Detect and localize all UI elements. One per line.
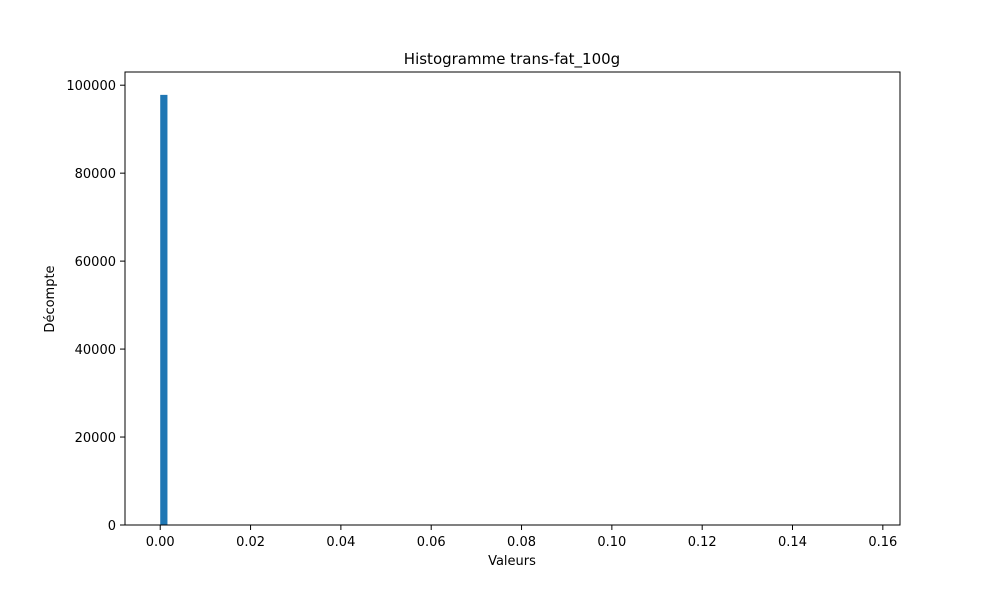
x-tick-label: 0.08 — [507, 535, 536, 550]
y-tick-label: 20000 — [75, 431, 116, 446]
y-tick-label: 60000 — [75, 255, 116, 270]
x-tick-label: 0.02 — [236, 535, 265, 550]
x-tick-label: 0.12 — [688, 535, 717, 550]
x-axis: 0.00 0.02 0.04 0.06 0.08 0.10 0.12 0.14 0.16 — [146, 525, 897, 550]
bars-group — [160, 94, 168, 525]
chart-title: Histogramme trans-fat_100g — [404, 50, 620, 69]
y-tick-label: 100000 — [66, 79, 116, 94]
y-tick-label: 80000 — [75, 167, 116, 182]
x-tick-label: 0.10 — [597, 535, 626, 550]
x-tick-label: 0.04 — [326, 535, 355, 550]
y-tick-label: 40000 — [75, 343, 116, 358]
y-axis: 0 20000 40000 60000 80000 100000 — [66, 79, 125, 534]
histogram-bar — [160, 94, 168, 525]
x-tick-label: 0.16 — [868, 535, 897, 550]
x-tick-label: 0.00 — [146, 535, 175, 550]
x-tick-label: 0.06 — [417, 535, 446, 550]
plot-frame — [124, 71, 901, 526]
y-tick-label: 0 — [108, 519, 116, 534]
x-tick-label: 0.14 — [778, 535, 807, 550]
y-axis-label: Décompte — [43, 265, 58, 332]
x-axis-label: Valeurs — [488, 554, 536, 569]
